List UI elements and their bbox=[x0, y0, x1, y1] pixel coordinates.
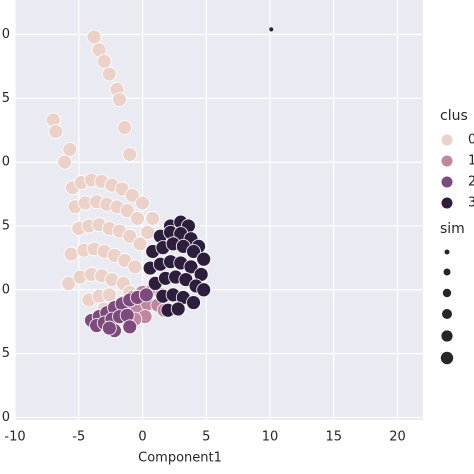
legend-marker bbox=[441, 134, 453, 146]
point bbox=[48, 124, 64, 139]
size-key bbox=[442, 288, 452, 298]
point bbox=[129, 210, 145, 226]
y-tick-label: 0 bbox=[2, 27, 10, 42]
size-key bbox=[442, 309, 452, 319]
point bbox=[138, 287, 154, 303]
point bbox=[117, 120, 133, 136]
x-tick-label: -10 bbox=[4, 430, 25, 445]
point bbox=[63, 246, 79, 262]
point bbox=[124, 187, 140, 203]
point bbox=[61, 276, 76, 291]
point bbox=[135, 195, 150, 211]
point bbox=[62, 141, 78, 157]
legend-marker bbox=[441, 155, 453, 167]
point bbox=[183, 259, 199, 275]
size-key bbox=[440, 351, 454, 365]
points bbox=[45, 26, 275, 339]
size-key bbox=[443, 268, 451, 276]
y-tick-label: 0 bbox=[2, 155, 10, 170]
point bbox=[96, 53, 112, 69]
point bbox=[132, 236, 148, 252]
point bbox=[170, 301, 186, 317]
point bbox=[127, 259, 143, 275]
legend-label: 1 bbox=[468, 154, 474, 169]
point bbox=[196, 282, 212, 298]
size-key bbox=[441, 330, 453, 342]
x-tick-label: 10 bbox=[262, 430, 279, 445]
x-axis-label: Component1 bbox=[138, 451, 222, 466]
legend-title: clus bbox=[440, 108, 468, 124]
y-tick-label: 0 bbox=[2, 282, 10, 297]
size-legend bbox=[440, 249, 454, 365]
y-tick-label: 5 bbox=[2, 91, 10, 106]
legend-label: 0 bbox=[468, 133, 474, 148]
legend-marker bbox=[441, 197, 453, 209]
y-tick-label: 0 bbox=[2, 410, 10, 425]
x-tick-label: 5 bbox=[202, 430, 210, 445]
size-legend-title: sim bbox=[440, 221, 465, 237]
point bbox=[268, 26, 275, 33]
point bbox=[119, 203, 135, 219]
point bbox=[186, 295, 201, 310]
x-tick-label: -5 bbox=[72, 430, 85, 445]
point bbox=[122, 147, 138, 162]
x-tick-label: 20 bbox=[389, 430, 406, 445]
size-key bbox=[444, 249, 450, 255]
y-tick-label: 5 bbox=[2, 218, 10, 233]
point bbox=[186, 244, 201, 259]
point bbox=[122, 319, 138, 335]
point bbox=[122, 228, 138, 244]
legend-label: 3 bbox=[468, 196, 474, 211]
legend-marker bbox=[441, 176, 453, 188]
point bbox=[112, 92, 127, 107]
point bbox=[86, 29, 102, 45]
point bbox=[101, 320, 117, 336]
point bbox=[101, 66, 117, 82]
point bbox=[145, 210, 161, 226]
x-tick-label: 15 bbox=[325, 430, 342, 445]
x-tick-label: 0 bbox=[138, 430, 146, 445]
y-tick-label: 5 bbox=[2, 346, 10, 361]
point bbox=[57, 154, 73, 170]
legend-label: 2 bbox=[468, 175, 474, 190]
point bbox=[101, 287, 117, 303]
point bbox=[196, 251, 212, 267]
